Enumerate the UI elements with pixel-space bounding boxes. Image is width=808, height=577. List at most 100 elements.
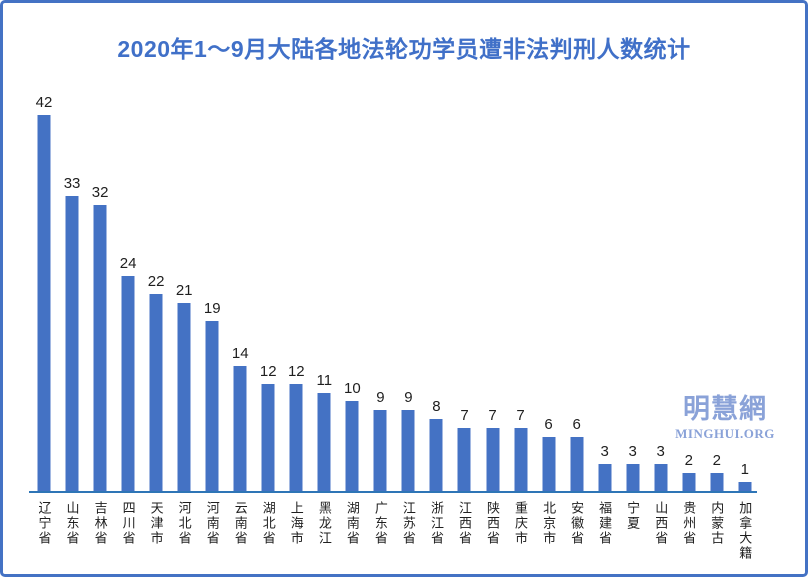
minghui-logo-url-text: MINGHUI.ORG xyxy=(675,425,775,441)
bar-slot: 7 江西省 xyxy=(450,115,478,546)
bar-slot: 22 天津市 xyxy=(142,115,170,546)
bar-value-label: 11 xyxy=(316,372,333,389)
bar xyxy=(570,437,584,491)
bar xyxy=(261,384,275,491)
bar-slot: 11 黑龙江 xyxy=(310,115,338,546)
bar-value-label: 9 xyxy=(404,389,413,406)
bar-category-label: 宁夏 xyxy=(625,501,641,531)
bar xyxy=(514,428,528,491)
bar xyxy=(654,464,668,491)
minghui-watermark: 明慧網 MINGHUI.ORG xyxy=(671,394,779,442)
bar-category-label: 湖南省 xyxy=(344,501,360,546)
bar-category-label: 辽宁省 xyxy=(36,501,52,546)
bar-category-label: 云南省 xyxy=(232,501,248,546)
bar xyxy=(542,437,556,491)
bar-category-label: 天津市 xyxy=(148,501,164,546)
bar xyxy=(317,393,331,491)
bar-category-label: 山东省 xyxy=(64,501,80,546)
bar-category-label: 上海市 xyxy=(288,501,304,546)
bar-category-label: 安徽省 xyxy=(569,501,585,546)
bar-category-label: 山西省 xyxy=(653,501,669,546)
bar-category-label: 重庆市 xyxy=(513,501,529,546)
minghui-logo-cjk-text: 明慧網 xyxy=(683,394,767,424)
bar-value-label: 1 xyxy=(740,461,749,478)
bar-value-label: 3 xyxy=(600,443,609,460)
bar-value-label: 2 xyxy=(684,452,693,469)
bar-value-label: 14 xyxy=(231,345,249,362)
bar-slot: 12 上海市 xyxy=(282,115,310,546)
bar-category-label: 四川省 xyxy=(120,501,136,546)
bar-value-label: 21 xyxy=(175,282,193,299)
bar-slot: 33 山东省 xyxy=(58,115,86,546)
bar-slot: 7 重庆市 xyxy=(507,115,535,546)
bar xyxy=(345,401,359,491)
bar-value-label: 22 xyxy=(147,273,165,290)
plot-area: 42 辽宁省 33 山东省 32 吉林省 24 四川省 22 天津市 21 河北省 19 河南省 14 云南省… xyxy=(30,94,759,561)
bar xyxy=(738,482,752,491)
bar xyxy=(205,321,219,491)
bar-value-label: 42 xyxy=(35,94,53,111)
bar xyxy=(65,196,79,491)
bar-category-label: 湖北省 xyxy=(260,501,276,546)
bar-slot: 2 贵州省 xyxy=(675,115,703,546)
bar-value-label: 3 xyxy=(656,443,665,460)
bar-slot: 1 加拿大籍 xyxy=(731,115,759,561)
bar-category-label: 黑龙江 xyxy=(316,501,332,546)
bar-category-label: 加拿大籍 xyxy=(737,501,753,561)
bar xyxy=(93,205,107,491)
bar-slot: 6 安徽省 xyxy=(563,115,591,546)
bar-category-label: 贵州省 xyxy=(681,501,697,546)
bar-slot: 42 辽宁省 xyxy=(30,94,58,546)
bar xyxy=(177,303,191,491)
bar-category-label: 浙江省 xyxy=(428,501,444,546)
bar-value-label: 2 xyxy=(712,452,721,469)
bar-value-label: 6 xyxy=(544,416,553,433)
bar xyxy=(429,419,443,491)
chart-title: 2020年1～9月大陆各地法轮功学员遭非法判刑人数统计 xyxy=(117,36,691,62)
bar-slot: 3 福建省 xyxy=(591,115,619,546)
bar xyxy=(37,115,51,491)
bar-slot: 9 广东省 xyxy=(366,115,394,546)
bar-value-label: 6 xyxy=(572,416,581,433)
bar-value-label: 33 xyxy=(63,175,81,192)
bar-slot: 12 湖北省 xyxy=(254,115,282,546)
bar xyxy=(682,473,696,491)
bar xyxy=(710,473,724,491)
bar-value-label: 7 xyxy=(460,407,469,424)
bar-value-label: 10 xyxy=(344,380,361,397)
bar-slot: 8 浙江省 xyxy=(422,115,450,546)
bar xyxy=(121,276,135,491)
bar-slot: 24 四川省 xyxy=(114,115,142,546)
bar-category-label: 福建省 xyxy=(597,501,613,546)
bar-slot: 6 北京市 xyxy=(535,115,563,546)
bar-category-label: 北京市 xyxy=(541,501,557,546)
bar-slot: 21 河北省 xyxy=(170,115,198,546)
bar xyxy=(233,366,247,491)
bar-slot: 32 吉林省 xyxy=(86,115,114,546)
bar-slot: 14 云南省 xyxy=(226,115,254,546)
bar-slot: 3 宁夏 xyxy=(619,115,647,531)
bar xyxy=(373,410,387,491)
bar-value-label: 9 xyxy=(376,389,385,406)
bar-category-label: 河北省 xyxy=(176,501,192,546)
bar-slot: 2 内蒙古 xyxy=(703,115,731,546)
bar-value-label: 7 xyxy=(488,407,497,424)
bar-category-label: 内蒙古 xyxy=(709,501,725,546)
bar-slot: 7 陕西省 xyxy=(479,115,507,546)
bar-slot: 10 湖南省 xyxy=(338,115,366,546)
bar-value-label: 24 xyxy=(119,255,137,272)
bar-value-label: 7 xyxy=(516,407,525,424)
bar-value-label: 3 xyxy=(628,443,637,460)
bar-value-label: 12 xyxy=(259,363,277,380)
bar xyxy=(626,464,640,491)
bar-value-label: 12 xyxy=(287,363,305,380)
bar xyxy=(401,410,415,491)
bar xyxy=(289,384,303,491)
bar-category-label: 广东省 xyxy=(372,501,388,546)
bar xyxy=(598,464,612,491)
bar xyxy=(149,294,163,491)
bar xyxy=(457,428,471,491)
bar-slot: 19 河南省 xyxy=(198,115,226,546)
bar-category-label: 河南省 xyxy=(204,501,220,546)
